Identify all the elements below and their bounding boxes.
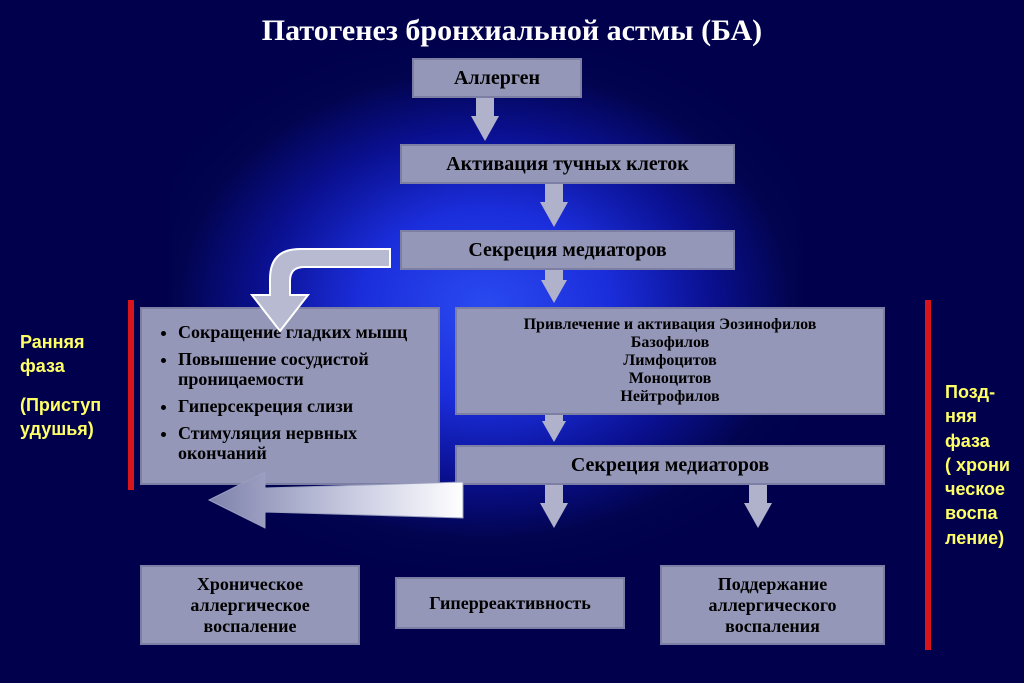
wide-arrow-left [205,470,465,530]
box-b5: Привлечение и активация ЭозинофиловБазоф… [455,307,885,415]
curved-arrow-left [240,235,400,335]
box-b7: Хроническоеаллергическоевоспаление [140,565,360,645]
box-b6: Секреция медиаторов [455,445,885,485]
box-b9: Поддержаниеаллергическоговоспаления [660,565,885,645]
box-b2: Активация тучных клеток [400,144,735,184]
page-title: Патогенез бронхиальной астмы (БА) [0,14,1024,48]
box-b1: Аллерген [412,58,582,98]
side-label-right: Позд-няяфаза( хроническоевоспаление) [945,380,1020,550]
box-b8: Гиперреактивность [395,577,625,629]
side-label-left: Ранняяфаза(Приступудушья) [20,330,130,441]
redbar-right [925,300,931,650]
box-b3: Секреция медиаторов [400,230,735,270]
